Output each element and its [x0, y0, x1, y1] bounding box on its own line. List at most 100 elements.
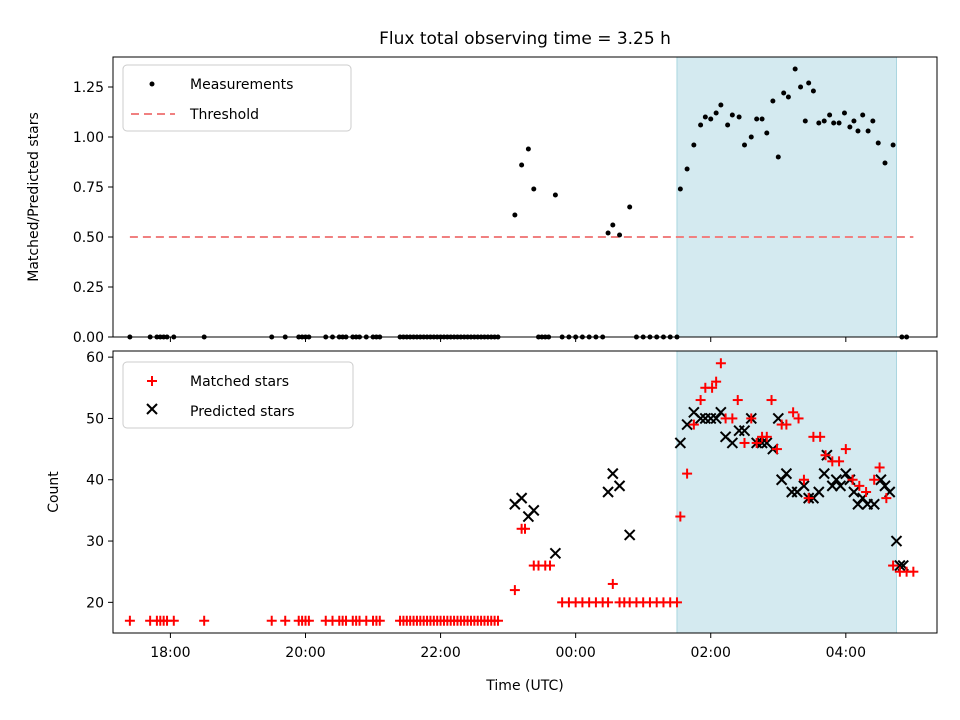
predicted-star-point [694, 412, 707, 425]
matched-star-point [603, 597, 614, 608]
measurement-point [531, 186, 537, 192]
matched-stars-points [124, 358, 919, 626]
matched-star-point [544, 560, 555, 571]
bottom-y-tick-label: 30 [86, 534, 104, 550]
measurement-point [519, 162, 525, 168]
matched-star-point [492, 615, 503, 626]
legend-matched-label: Matched stars [190, 374, 289, 390]
measurement-point [718, 102, 724, 108]
predicted-star-point [623, 529, 636, 541]
predicted-star-point [681, 418, 693, 431]
bottom-legend-box [122, 361, 354, 429]
x-axis-label: Time (UTC) [485, 678, 563, 694]
matched-star-point [732, 395, 743, 406]
matched-star-point [746, 413, 757, 424]
predicted-star-point [830, 474, 843, 486]
predicted-star-point [715, 406, 727, 419]
measurement-point [798, 84, 804, 90]
predicted-star-point [674, 437, 687, 449]
matched-star-point [671, 597, 682, 608]
measurement-point [816, 120, 822, 126]
matched-star-point [861, 487, 872, 497]
predicted-star-point [840, 467, 852, 480]
measurement-point [860, 112, 866, 118]
predicted-star-point [813, 486, 825, 498]
matched-star-point [303, 615, 314, 626]
measurement-point [875, 140, 881, 146]
measurement-point [821, 118, 827, 124]
measurement-point [627, 204, 633, 210]
legend-measurements-marker [149, 81, 155, 87]
matched-star-point [688, 419, 699, 430]
matched-star-point [847, 474, 858, 485]
measurement-point [677, 186, 683, 192]
top-axes-frame [112, 56, 938, 338]
measurement-point [810, 88, 816, 94]
measurement-point [770, 98, 776, 104]
predicted-star-point [798, 480, 810, 492]
predicted-star-point [780, 467, 793, 480]
top-y-ticks: 0.00 0.25 0.50 0.75 1.00 1.25 [73, 80, 113, 346]
matched-star-point [803, 493, 814, 504]
bottom-panel: 20 30 40 50 60 18:00 20:00 22:00 00:00 02:00 04:0… [46, 350, 938, 694]
matched-star-point [695, 395, 706, 406]
measurement-point [855, 128, 861, 134]
x-tick-label: 22:00 [420, 645, 460, 661]
x-tick-label: 04:00 [826, 645, 866, 661]
bottom-y-ticks: 20 30 40 50 60 [86, 350, 113, 611]
matched-star-point [840, 444, 851, 455]
measurement-point [552, 192, 558, 198]
matched-star-point [607, 578, 618, 589]
measurement-point [736, 114, 742, 120]
bottom-shaded-region [676, 350, 897, 634]
measurement-point [748, 134, 754, 140]
matched-star-point [854, 480, 865, 491]
bottom-axes-frame [112, 350, 938, 634]
measurement-point [691, 142, 697, 148]
matched-star-point [781, 419, 792, 430]
measurement-point [708, 116, 714, 122]
predicted-star-point [726, 437, 739, 449]
matched-star-point [739, 437, 750, 448]
top-y-tick-label: 0.00 [73, 330, 104, 346]
predicted-star-point [894, 559, 906, 572]
matched-star-point [798, 474, 809, 485]
matched-star-point [869, 474, 880, 485]
measurement-point [890, 142, 896, 148]
matched-star-point [881, 493, 892, 504]
matched-star-point [888, 560, 899, 571]
matched-star-point [168, 615, 179, 626]
matched-star-point [815, 431, 826, 442]
measurement-point [827, 112, 833, 118]
bottom-y-tick-label: 40 [86, 473, 104, 489]
top-legend: Measurements Threshold [122, 64, 352, 132]
top-shaded-region [676, 56, 897, 338]
measurement-point [764, 130, 770, 136]
measurement-point [775, 154, 781, 160]
measurement-point [785, 94, 791, 100]
matched-star-point [793, 413, 804, 424]
top-y-tick-label: 0.25 [73, 280, 104, 296]
top-y-axis-label: Matched/Predicted stars [26, 112, 42, 282]
predicted-star-point [848, 486, 860, 498]
bottom-y-tick-label: 20 [86, 595, 104, 611]
measurement-point [725, 122, 731, 128]
legend-measurements-label: Measurements [190, 77, 293, 93]
predicted-star-point [890, 535, 903, 547]
measurement-point [792, 66, 798, 72]
legend-predicted-label: Predicted stars [190, 404, 295, 420]
chart-title: Flux total observing time = 3.25 h [379, 29, 671, 49]
x-tick-label: 02:00 [691, 645, 731, 661]
predicted-star-point [613, 480, 626, 492]
measurement-point [742, 142, 748, 148]
top-panel: 0.00 0.25 0.50 0.75 1.00 1.25 Matched/Predict… [26, 56, 938, 346]
matched-star-point [874, 462, 885, 473]
matched-star-point [788, 407, 799, 418]
matched-star-point [761, 431, 772, 442]
matched-star-point [682, 468, 693, 479]
top-legend-box [122, 64, 352, 132]
measurement-point [605, 230, 611, 236]
matched-star-point [520, 523, 530, 534]
bottom-x-ticks: 18:00 20:00 22:00 00:00 02:00 04:00 [150, 633, 866, 661]
